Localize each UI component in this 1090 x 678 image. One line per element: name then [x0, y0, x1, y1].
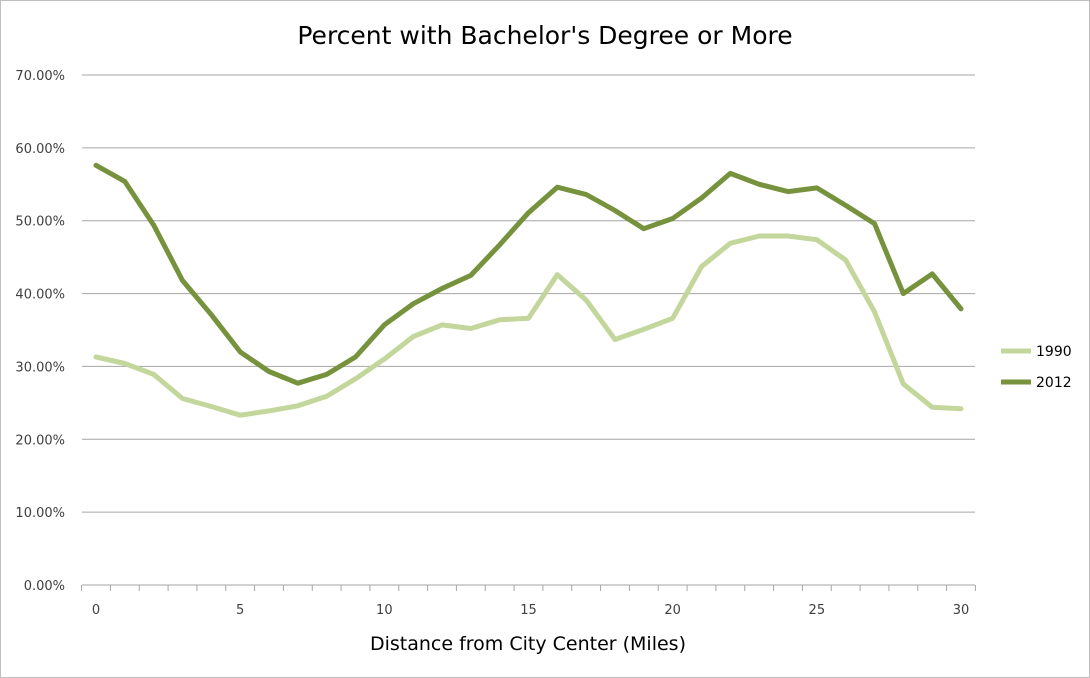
- x-tick-label: 10: [376, 603, 393, 618]
- x-axis: 0 5 10 15 20 25 30: [81, 584, 976, 618]
- y-tick-label: 40.00%: [15, 288, 65, 303]
- x-tick-label: 30: [953, 603, 970, 618]
- series-line-1990: [93, 233, 964, 418]
- y-tick-label: 30.00%: [15, 360, 65, 375]
- legend-label: 1990: [1036, 344, 1072, 360]
- y-tick-label: 70.00%: [15, 69, 65, 84]
- x-tick-label: 15: [520, 603, 537, 618]
- series-line-2012: [93, 162, 964, 386]
- legend: 1990 2012: [1001, 344, 1072, 391]
- x-tick-label: 20: [664, 603, 681, 618]
- y-tick-label: 50.00%: [15, 215, 65, 230]
- x-axis-title: Distance from City Center (Miles): [370, 633, 686, 655]
- x-tick-label: 5: [236, 603, 244, 618]
- gridlines: [82, 74, 975, 513]
- y-tick-label: 0.00%: [24, 579, 65, 594]
- y-axis-tick-labels: 0.00% 10.00% 20.00% 30.00% 40.00% 50.00% 60.00…: [15, 69, 65, 594]
- x-tick-label: 0: [92, 603, 100, 618]
- y-tick-label: 60.00%: [15, 142, 65, 157]
- legend-label: 2012: [1036, 375, 1072, 391]
- chart-title: Percent with Bachelor's Degree or More: [297, 21, 792, 50]
- plot-series: [93, 162, 964, 418]
- x-tick-label: 25: [809, 603, 826, 618]
- y-tick-label: 20.00%: [15, 433, 65, 448]
- y-tick-label: 10.00%: [15, 506, 65, 521]
